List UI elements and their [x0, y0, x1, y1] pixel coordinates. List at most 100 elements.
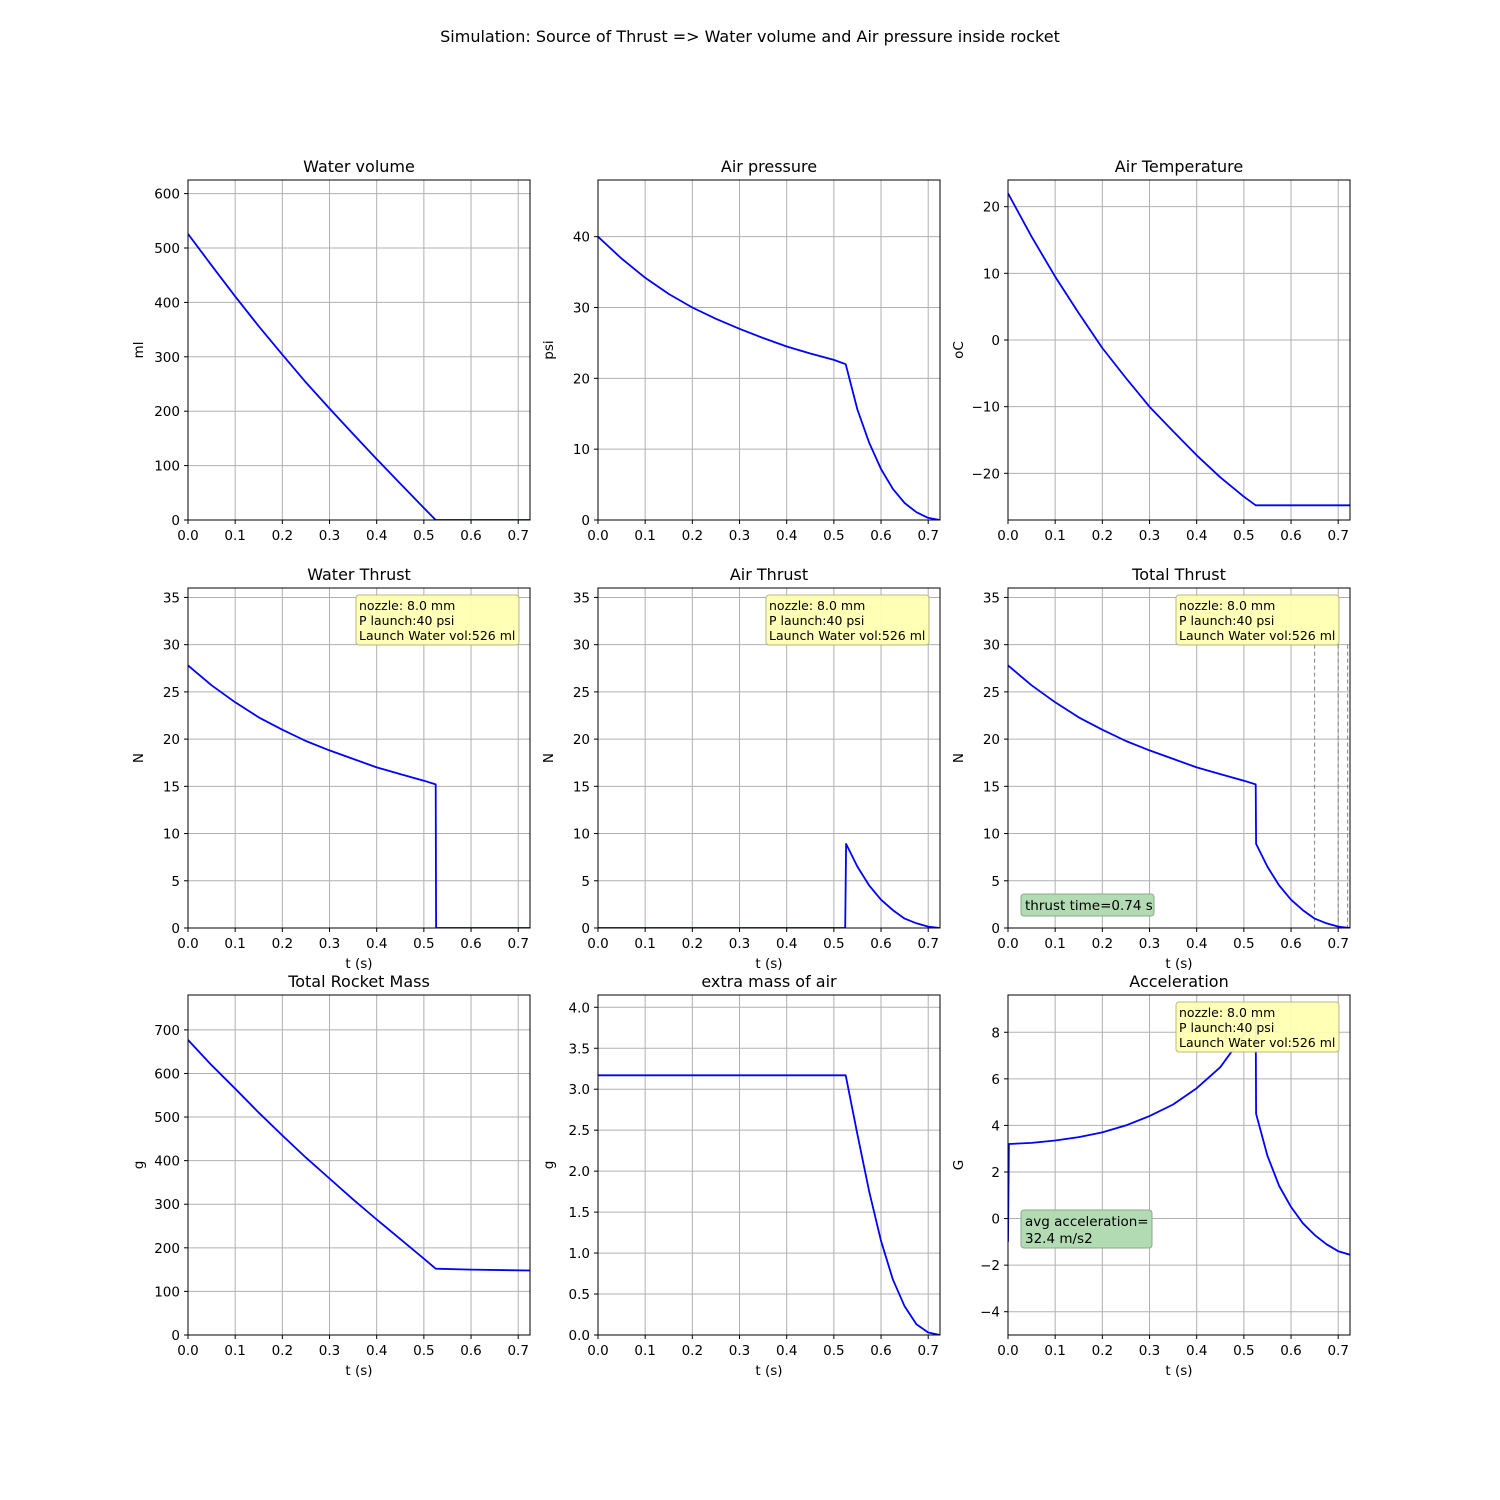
- y-tick-label: 6: [991, 1072, 1000, 1088]
- x-tick-label: 0.5: [413, 936, 434, 952]
- x-tick-label: 0.4: [1186, 936, 1207, 952]
- x-tick-label: 0.5: [1233, 528, 1254, 544]
- x-tick-label: 0.0: [587, 1343, 608, 1359]
- y-tick-label: −10: [972, 400, 1001, 416]
- x-tick-label: 0.7: [917, 528, 938, 544]
- series-line: [598, 236, 940, 520]
- series-line: [1008, 192, 1350, 507]
- subplot-9: 0.0 0.1 0.2 0.3 0.4 0.5 0.6 0.7 −4 −2 0 2 4 6 8 Acceler…: [951, 972, 1351, 1379]
- y-axis-label: ml: [131, 342, 147, 359]
- y-axis-label: oC: [951, 341, 967, 359]
- x-tick-label: 0.6: [870, 528, 891, 544]
- x-tick-label: 0.5: [823, 528, 844, 544]
- x-tick-label: 0.5: [413, 528, 434, 544]
- x-axis-label: t (s): [1165, 1363, 1192, 1379]
- y-tick-label: 500: [154, 241, 180, 257]
- subplot-title: extra mass of air: [701, 972, 837, 991]
- y-axis-label: N: [131, 753, 147, 763]
- y-tick-label: 20: [573, 371, 590, 387]
- x-axis-label: t (s): [1165, 956, 1192, 972]
- x-tick-label: 0.6: [460, 528, 481, 544]
- y-tick-label: 300: [154, 1197, 180, 1213]
- parameters-box-line: nozzle: 8.0 mm: [769, 598, 865, 613]
- y-tick-label: 500: [154, 1110, 180, 1126]
- y-tick-label: 10: [983, 266, 1000, 282]
- y-tick-label: 100: [154, 1284, 180, 1300]
- y-axis-label: N: [541, 753, 557, 763]
- x-tick-label: 0.1: [224, 1343, 245, 1359]
- y-tick-label: 10: [163, 827, 180, 843]
- y-tick-label: 20: [163, 732, 180, 748]
- y-tick-label: 35: [573, 590, 590, 606]
- y-tick-label: 0: [171, 513, 180, 529]
- y-tick-label: 25: [163, 685, 180, 701]
- parameters-box-line: Launch Water vol:526 ml: [1179, 628, 1335, 643]
- y-tick-label: 35: [983, 590, 1000, 606]
- x-tick-label: 0.7: [507, 936, 528, 952]
- x-tick-label: 0.1: [1044, 1343, 1065, 1359]
- y-tick-label: 0: [171, 1328, 180, 1344]
- y-tick-label: 2.5: [569, 1123, 590, 1139]
- x-tick-label: 0.0: [177, 936, 198, 952]
- y-tick-label: 300: [154, 350, 180, 366]
- y-tick-label: 5: [581, 874, 590, 890]
- subplot-title: Water Thrust: [307, 565, 411, 584]
- subplot-8: 0.0 0.1 0.2 0.3 0.4 0.5 0.6 0.7 0.0 0.5 1.0 1.5 2.0 2…: [541, 972, 941, 1379]
- y-axis-label: g: [131, 1161, 147, 1170]
- x-axis-label: t (s): [345, 1363, 372, 1379]
- subplot-7: 0.0 0.1 0.2 0.3 0.4 0.5 0.6 0.7 0 100 200 300 400 500…: [131, 972, 531, 1379]
- parameters-box-line: nozzle: 8.0 mm: [359, 598, 455, 613]
- y-tick-label: −20: [972, 466, 1001, 482]
- y-tick-label: 3.0: [569, 1082, 590, 1098]
- y-tick-label: 5: [991, 874, 1000, 890]
- y-tick-label: 15: [983, 779, 1000, 795]
- plot-frame: [1007, 994, 1351, 1336]
- y-tick-label: 25: [573, 685, 590, 701]
- parameters-box-line: nozzle: 8.0 mm: [1179, 598, 1275, 613]
- x-tick-label: 0.1: [634, 936, 655, 952]
- y-tick-label: 700: [154, 1023, 180, 1039]
- subplot-grid: 0.0 0.1 0.2 0.3 0.4 0.5 0.6 0.70100200300400500…: [131, 157, 1351, 1379]
- parameters-box: [355, 594, 520, 646]
- x-axis-label: t (s): [755, 1363, 782, 1379]
- y-tick-label: 0: [171, 921, 180, 937]
- plot-frame: [597, 587, 941, 929]
- x-tick-label: 0.4: [1186, 528, 1207, 544]
- parameters-box-line: Launch Water vol:526 ml: [1179, 1035, 1335, 1050]
- y-tick-label: 30: [573, 301, 590, 317]
- x-tick-label: 0.5: [1233, 1343, 1254, 1359]
- y-tick-label: 8: [991, 1025, 1000, 1041]
- x-tick-label: 0.1: [1044, 936, 1065, 952]
- y-tick-label: 30: [983, 638, 1000, 654]
- y-tick-label: 400: [154, 1154, 180, 1170]
- subplot-6: 0.0 0.1 0.2 0.3 0.4 0.5 0.6 0.7 0 5 10 15 20 25 30 35 To…: [951, 565, 1351, 972]
- x-tick-label: 0.2: [682, 1343, 703, 1359]
- x-tick-label: 0.1: [634, 528, 655, 544]
- x-tick-label: 0.0: [177, 528, 198, 544]
- x-tick-label: 0.4: [776, 936, 797, 952]
- parameters-box-line: Launch Water vol:526 ml: [769, 628, 925, 643]
- y-tick-label: 5: [171, 874, 180, 890]
- series-line: [188, 664, 530, 928]
- y-tick-label: 35: [163, 590, 180, 606]
- y-tick-label: 15: [163, 779, 180, 795]
- y-tick-label: 10: [573, 827, 590, 843]
- y-tick-label: 10: [983, 827, 1000, 843]
- summary-box: [1020, 893, 1155, 917]
- y-tick-label: 2: [991, 1165, 1000, 1181]
- y-tick-label: 600: [154, 187, 180, 203]
- y-tick-label: 20: [573, 732, 590, 748]
- plot-frame: [187, 994, 531, 1336]
- x-tick-label: 0.4: [776, 1343, 797, 1359]
- parameters-box-line: P launch:40 psi: [769, 613, 864, 628]
- plot-frame: [597, 179, 941, 521]
- x-tick-label: 0.4: [1186, 1343, 1207, 1359]
- y-tick-label: 600: [154, 1066, 180, 1082]
- series-line: [598, 843, 940, 928]
- plot-frame: [187, 587, 531, 929]
- x-axis-label: t (s): [345, 956, 372, 972]
- subplot-5: 0.0 0.1 0.2 0.3 0.4 0.5 0.6 0.7 0 5 10 15 20 25 30 35 Ai…: [541, 565, 941, 972]
- y-tick-label: 0: [991, 921, 1000, 937]
- x-tick-label: 0.6: [1280, 1343, 1301, 1359]
- x-tick-label: 0.3: [319, 1343, 340, 1359]
